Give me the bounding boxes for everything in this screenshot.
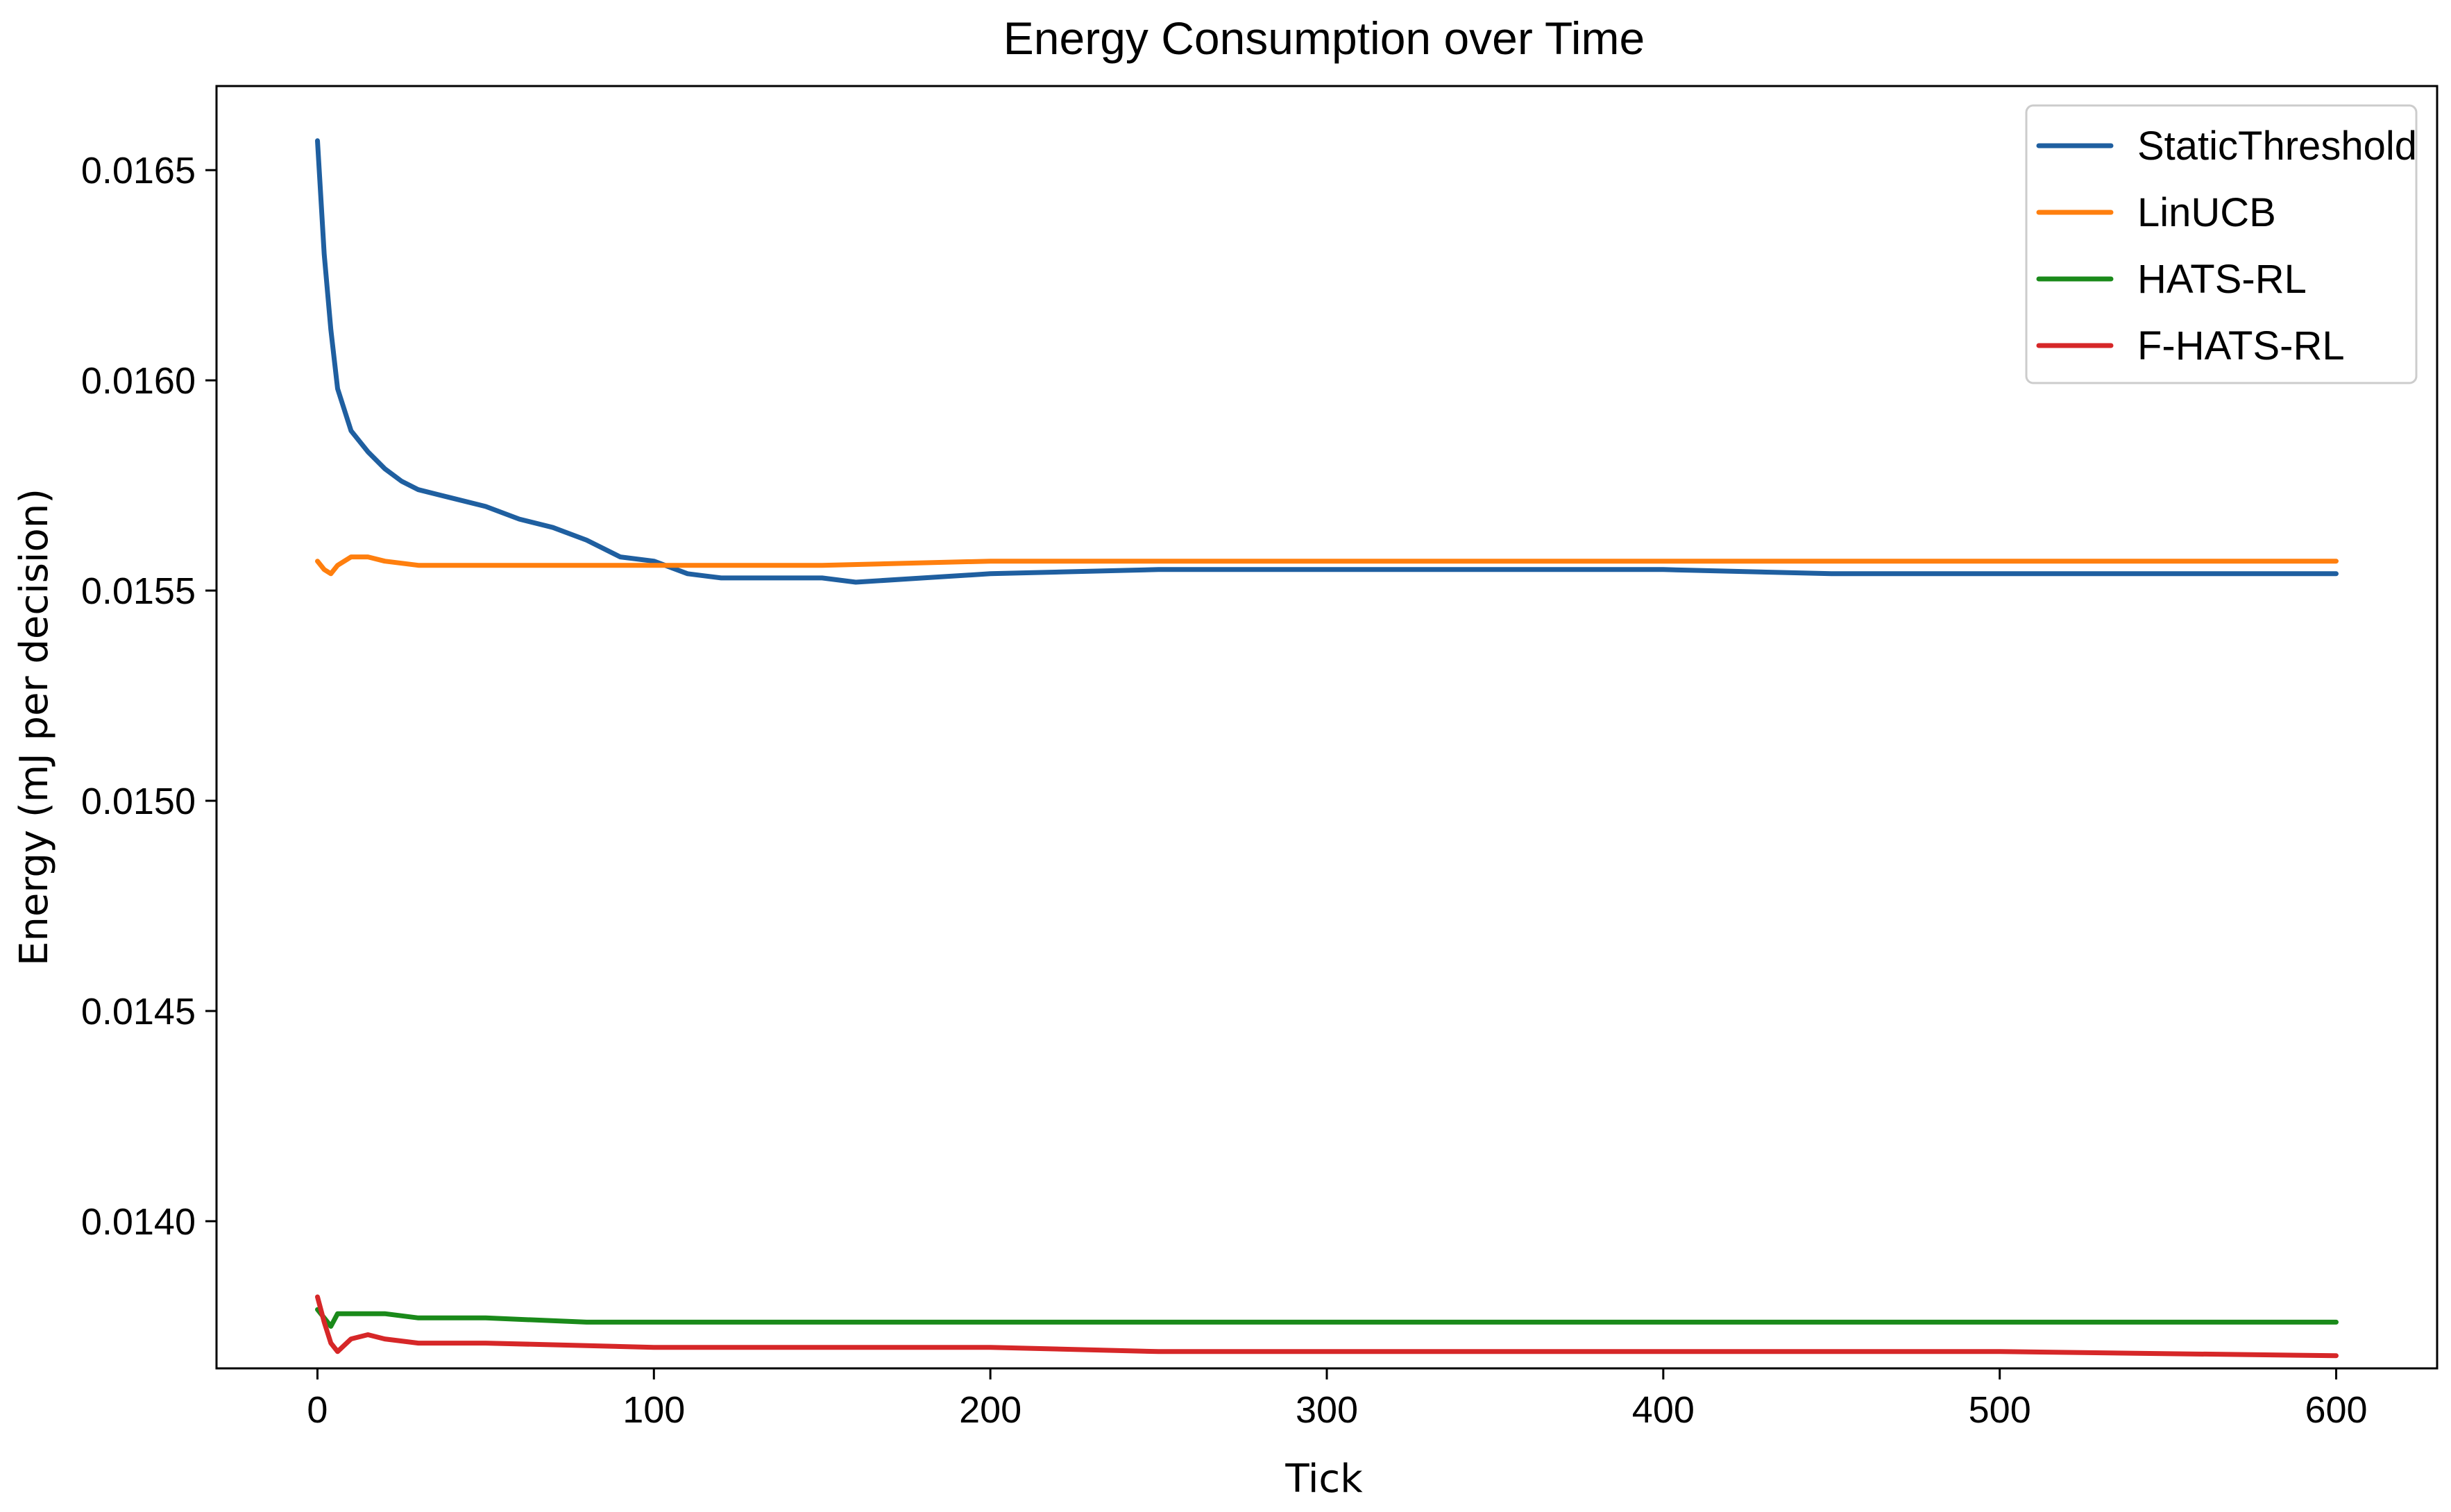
legend-label: StaticThreshold bbox=[2137, 124, 2417, 169]
legend-label: F-HATS-RL bbox=[2137, 323, 2345, 368]
x-tick-label: 0 bbox=[307, 1389, 328, 1431]
y-tick-label: 0.0140 bbox=[81, 1201, 196, 1243]
y-axis-label: Energy (mJ per decision) bbox=[12, 489, 57, 966]
y-tick-label: 0.0160 bbox=[81, 360, 196, 402]
x-tick-label: 400 bbox=[1632, 1389, 1695, 1431]
chart-title: Energy Consumption over Time bbox=[1003, 12, 1645, 64]
series-line-hats-rl bbox=[315, 1307, 2339, 1329]
x-axis-ticks: 0 100 200 300 400 500 600 bbox=[307, 1368, 2368, 1431]
y-tick-label: 0.0150 bbox=[81, 781, 196, 822]
legend-label: HATS-RL bbox=[2137, 257, 2307, 302]
series-lines bbox=[315, 138, 2339, 1359]
y-tick-label: 0.0145 bbox=[81, 991, 196, 1033]
x-tick-label: 600 bbox=[2305, 1389, 2367, 1431]
y-tick-label: 0.0155 bbox=[81, 570, 196, 612]
legend: StaticThreshold LinUCB HATS-RL F-HATS-RL bbox=[2025, 104, 2418, 384]
x-axis-label: Tick bbox=[1284, 1456, 1363, 1502]
y-tick-label: 0.0165 bbox=[81, 150, 196, 192]
legend-box bbox=[2025, 104, 2418, 384]
x-tick-label: 200 bbox=[959, 1389, 1021, 1431]
x-tick-label: 100 bbox=[622, 1389, 685, 1431]
series-line-linucb bbox=[315, 554, 2339, 577]
legend-label: LinUCB bbox=[2137, 190, 2276, 235]
x-tick-label: 500 bbox=[1969, 1389, 2031, 1431]
series-line-f-hats-rl bbox=[315, 1294, 2339, 1359]
y-axis-ticks: 0.0140 0.0145 0.0150 0.0155 0.0160 0.0165 bbox=[81, 150, 217, 1243]
x-tick-label: 300 bbox=[1296, 1389, 1358, 1431]
